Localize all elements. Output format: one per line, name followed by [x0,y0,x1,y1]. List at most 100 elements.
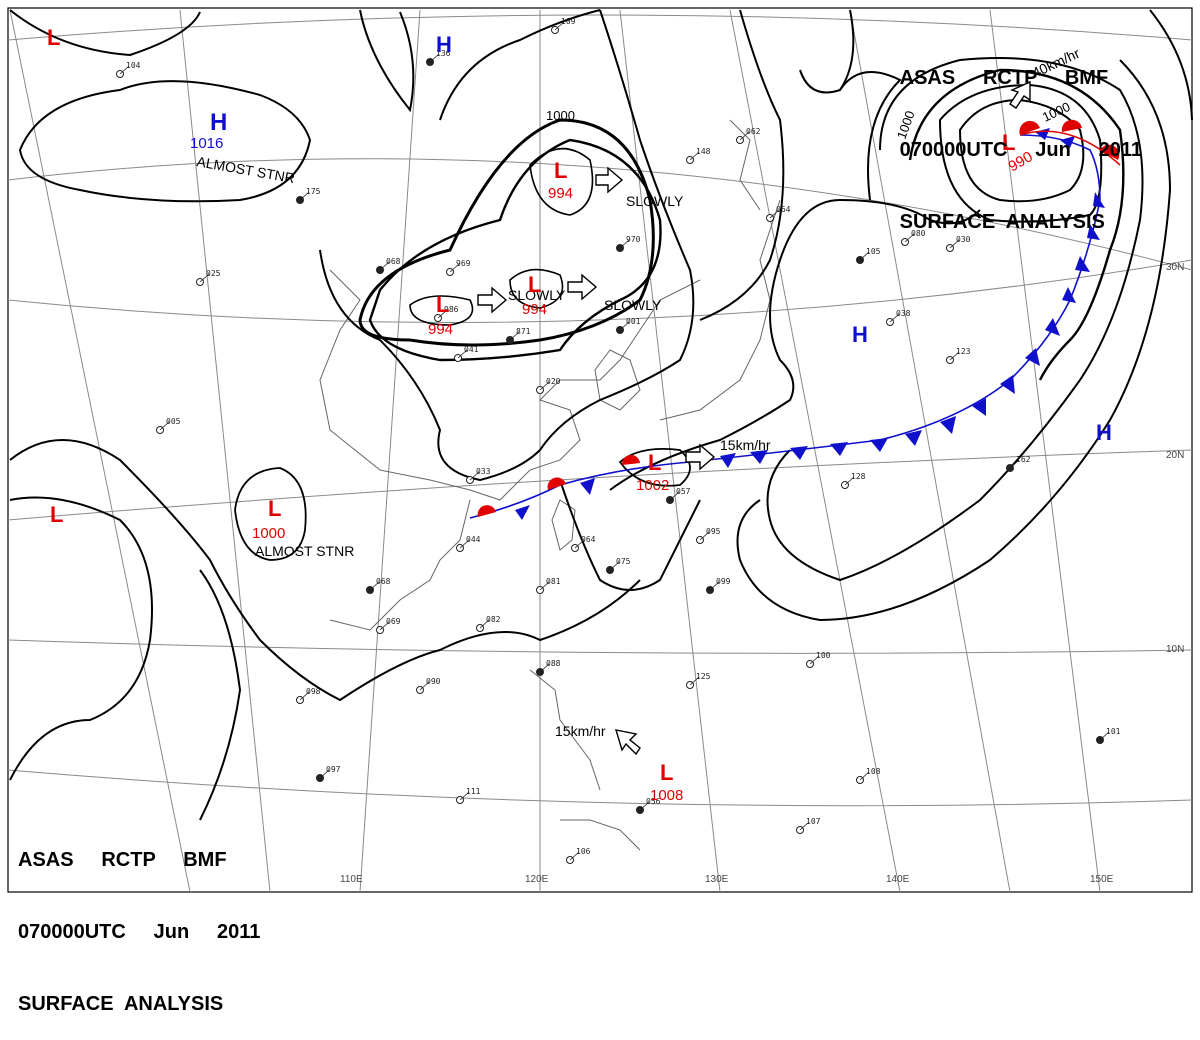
isobar-north-trough [439,9,601,121]
low-note-1000-w: ALMOST STNR [255,543,354,559]
warm-front-line [1019,130,1121,166]
lon-label-140e: 140E [886,874,910,885]
station-plot: 069 [376,617,401,634]
station-plot: 062 [736,127,761,144]
low-value-994-n: 994 [548,185,573,202]
lat-line-0 [7,769,1193,807]
wind-barb [299,191,310,201]
station-pressure: 125 [696,672,711,681]
low-symbol-1002: L [648,450,661,475]
lat-line-20n [7,449,1193,521]
station-pressure: 069 [386,617,401,626]
wind-barb [669,491,680,501]
wind-barb [429,53,440,63]
coast-indochina [329,499,471,631]
isobar-east-trough [699,9,785,321]
station-pressure: 175 [306,187,321,196]
lon-line-150e [989,9,1101,893]
wind-barb [844,476,855,486]
station-plot: 099 [706,577,731,594]
station-plot: 044 [456,535,481,552]
low-value-994-w: 994 [428,321,453,338]
wind-barb [119,65,130,75]
isobar-label-1000-center: 1000 [546,108,575,123]
lon-label-120e: 120E [525,874,549,885]
station-plot: 075 [606,557,631,574]
coast-luzon [529,669,601,791]
isobar-center-low-inner2 [509,268,564,309]
warm-front-semicircles [477,119,1120,517]
station-pressure: 041 [464,345,479,354]
station-plot: 136 [426,49,451,66]
station-pressure: 090 [426,677,441,686]
station-plot: 082 [476,615,501,632]
low-note-1002: 15km/hr [720,437,771,453]
station-pressure: 970 [626,235,641,244]
station-pressure: 056 [646,797,661,806]
station-pressure: 098 [306,687,321,696]
station-plot: 020 [536,377,561,394]
station-pressure: 105 [866,247,881,256]
isobar-nw-outer [9,9,201,57]
wind-barb [569,851,580,861]
lon-label-130e: 130E [705,874,729,885]
isobar-ne-low-6 [736,59,1172,622]
header-line-1: ASAS RCTP BMF [899,67,1109,89]
lat-label-10n: 10N [1166,644,1184,655]
arrow-slowly-2 [477,286,508,314]
isobar-center-low-inner3 [529,147,594,216]
footer-line-1: ASAS RCTP BMF [18,849,227,871]
station-pressure: 986 [444,305,459,314]
station-plot: 104 [116,61,141,78]
wind-barb [739,131,750,141]
low-value-994-c: 994 [522,301,547,318]
isobar-south-china [559,479,701,591]
lat-line-40n [7,14,1193,41]
isobar-low-1000-w [234,467,307,561]
lon-line-110e [359,9,421,893]
station-plot: 005 [156,417,181,434]
lat-line-10n [7,639,1193,654]
station-plot: 100 [806,651,831,668]
station-plot: 108 [856,767,881,784]
station-plot: 123 [946,347,971,364]
station-pressure: 111 [466,787,481,796]
station-pressure: 075 [616,557,631,566]
station-plot: 001 [616,317,641,334]
lon-line-100e [9,9,191,893]
station-pressure: 068 [376,577,391,586]
station-pressure: 871 [516,327,531,336]
coast-taiwan [551,499,576,551]
isobar-north-arc [359,9,415,113]
wind-barb [619,239,630,249]
station-plot: 109 [551,17,576,34]
wind-barb [619,321,630,331]
lon-line-105e [179,9,271,893]
station-pressure: 033 [476,467,491,476]
low-value-1008: 1008 [650,787,683,804]
station-plot: 128 [841,472,866,489]
station-pressure: 100 [816,651,831,660]
station-pressure: 108 [866,767,881,776]
station-plot: 970 [616,235,641,252]
wind-barb [709,581,720,591]
station-pressure: 148 [696,147,711,156]
isobar-sw [9,496,153,781]
station-pressure: 081 [546,577,561,586]
isobar-far-east [1149,9,1193,121]
arrow-15kmh-s [614,729,641,756]
low-note-994-n: SLOWLY [626,193,684,209]
station-plots: 136 109 104 175 025 062 068 148 064 970 969 986 871 0… [116,17,1121,864]
station-plot: 056 [636,797,661,814]
wind-barb [539,381,550,391]
station-pressure: 025 [206,269,221,278]
low-symbol-994-c: L [528,272,541,297]
wind-barb [379,621,390,631]
station-pressure: 106 [576,847,591,856]
header-line-3: SURFACE ANALYSIS [899,211,1105,233]
low-symbol-994-n: L [554,158,567,183]
wind-barb [689,676,700,686]
wind-barb [539,581,550,591]
isobar-big-trough [319,9,695,482]
wind-barb [449,263,460,273]
